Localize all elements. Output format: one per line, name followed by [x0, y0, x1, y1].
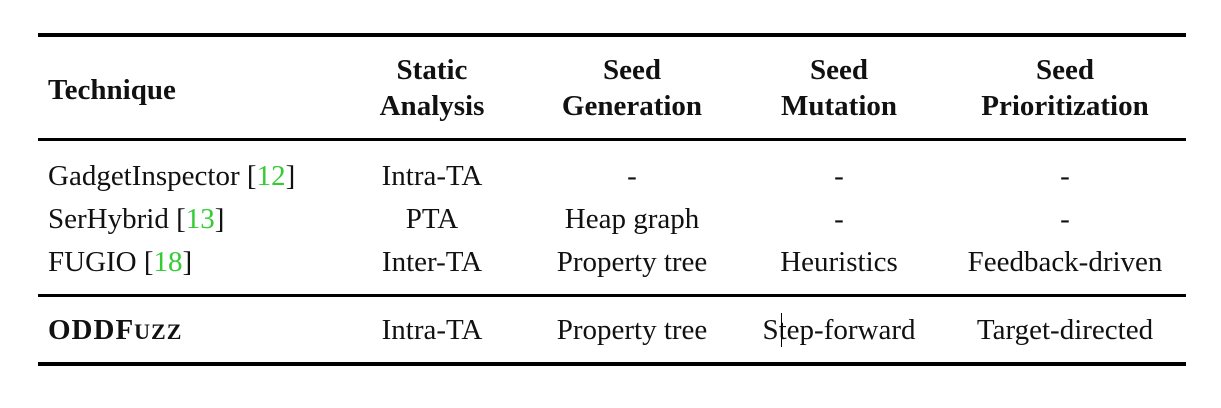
- table-bottom-rule: [38, 362, 1186, 366]
- cell-prioritization: Feedback-driven: [967, 246, 1163, 278]
- cell-mutation: -: [834, 203, 844, 235]
- header-static-analysis: Static Analysis: [380, 52, 485, 124]
- technique-name: SerHybrid: [48, 203, 169, 235]
- header-seed-mutation: Seed Mutation: [781, 52, 897, 124]
- cell-prioritization: -: [1060, 160, 1070, 192]
- header-seed-generation: Seed Generation: [562, 52, 702, 124]
- cell-static: Intra-TA: [381, 314, 483, 346]
- header-seed-mutation-line2: Mutation: [781, 90, 897, 122]
- table-top-rule: [38, 33, 1186, 37]
- cell-static: PTA: [405, 203, 459, 235]
- header-seed-prioritization-line2: Prioritization: [981, 90, 1149, 122]
- header-static-analysis-line2: Analysis: [379, 90, 485, 122]
- text-cursor: [781, 313, 782, 347]
- header-seed-generation-line2: Generation: [561, 90, 703, 122]
- table-row-oddfuzz-name: ODDFUZZ: [48, 316, 182, 345]
- table-row-gadgetinspector-name: GadgetInspector [12]: [48, 160, 296, 192]
- header-static-analysis-line1: Static: [396, 54, 468, 86]
- header-seed-prioritization-line1: Seed: [1035, 54, 1094, 86]
- technique-name: FUGIO: [48, 246, 137, 278]
- cell-generation: Property tree: [556, 246, 708, 278]
- citation-link[interactable]: 13: [185, 203, 215, 235]
- header-seed-generation-line1: Seed: [603, 54, 661, 86]
- baseline-bottom-rule: [38, 294, 1186, 297]
- cell-static: Intra-TA: [381, 160, 483, 192]
- cell-prioritization: -: [1060, 203, 1070, 235]
- cell-generation: -: [627, 160, 637, 192]
- oddfuzz-name-smallcaps: UZZ: [134, 319, 183, 344]
- table-row-fugio-name: FUGIO [18]: [48, 246, 193, 278]
- table-row-serhybrid-name: SerHybrid [13]: [48, 203, 225, 235]
- citation-link[interactable]: 18: [153, 246, 183, 278]
- cell-prioritization: Target-directed: [976, 314, 1154, 346]
- technique-name: GadgetInspector: [48, 160, 240, 192]
- cell-generation: Heap graph: [564, 203, 700, 235]
- oddfuzz-name-main: ODDF: [48, 314, 135, 346]
- citation-link[interactable]: 12: [256, 160, 286, 192]
- header-technique: Technique: [48, 74, 176, 106]
- header-seed-prioritization: Seed Prioritization: [981, 52, 1149, 124]
- cell-mutation: -: [834, 160, 844, 192]
- cell-static: Inter-TA: [381, 246, 483, 278]
- header-bottom-rule: [38, 138, 1186, 141]
- cell-generation: Property tree: [556, 314, 708, 346]
- cell-mutation: Step-forward: [762, 314, 916, 346]
- header-seed-mutation-line1: Seed: [810, 54, 868, 86]
- cell-mutation: Heuristics: [780, 246, 898, 278]
